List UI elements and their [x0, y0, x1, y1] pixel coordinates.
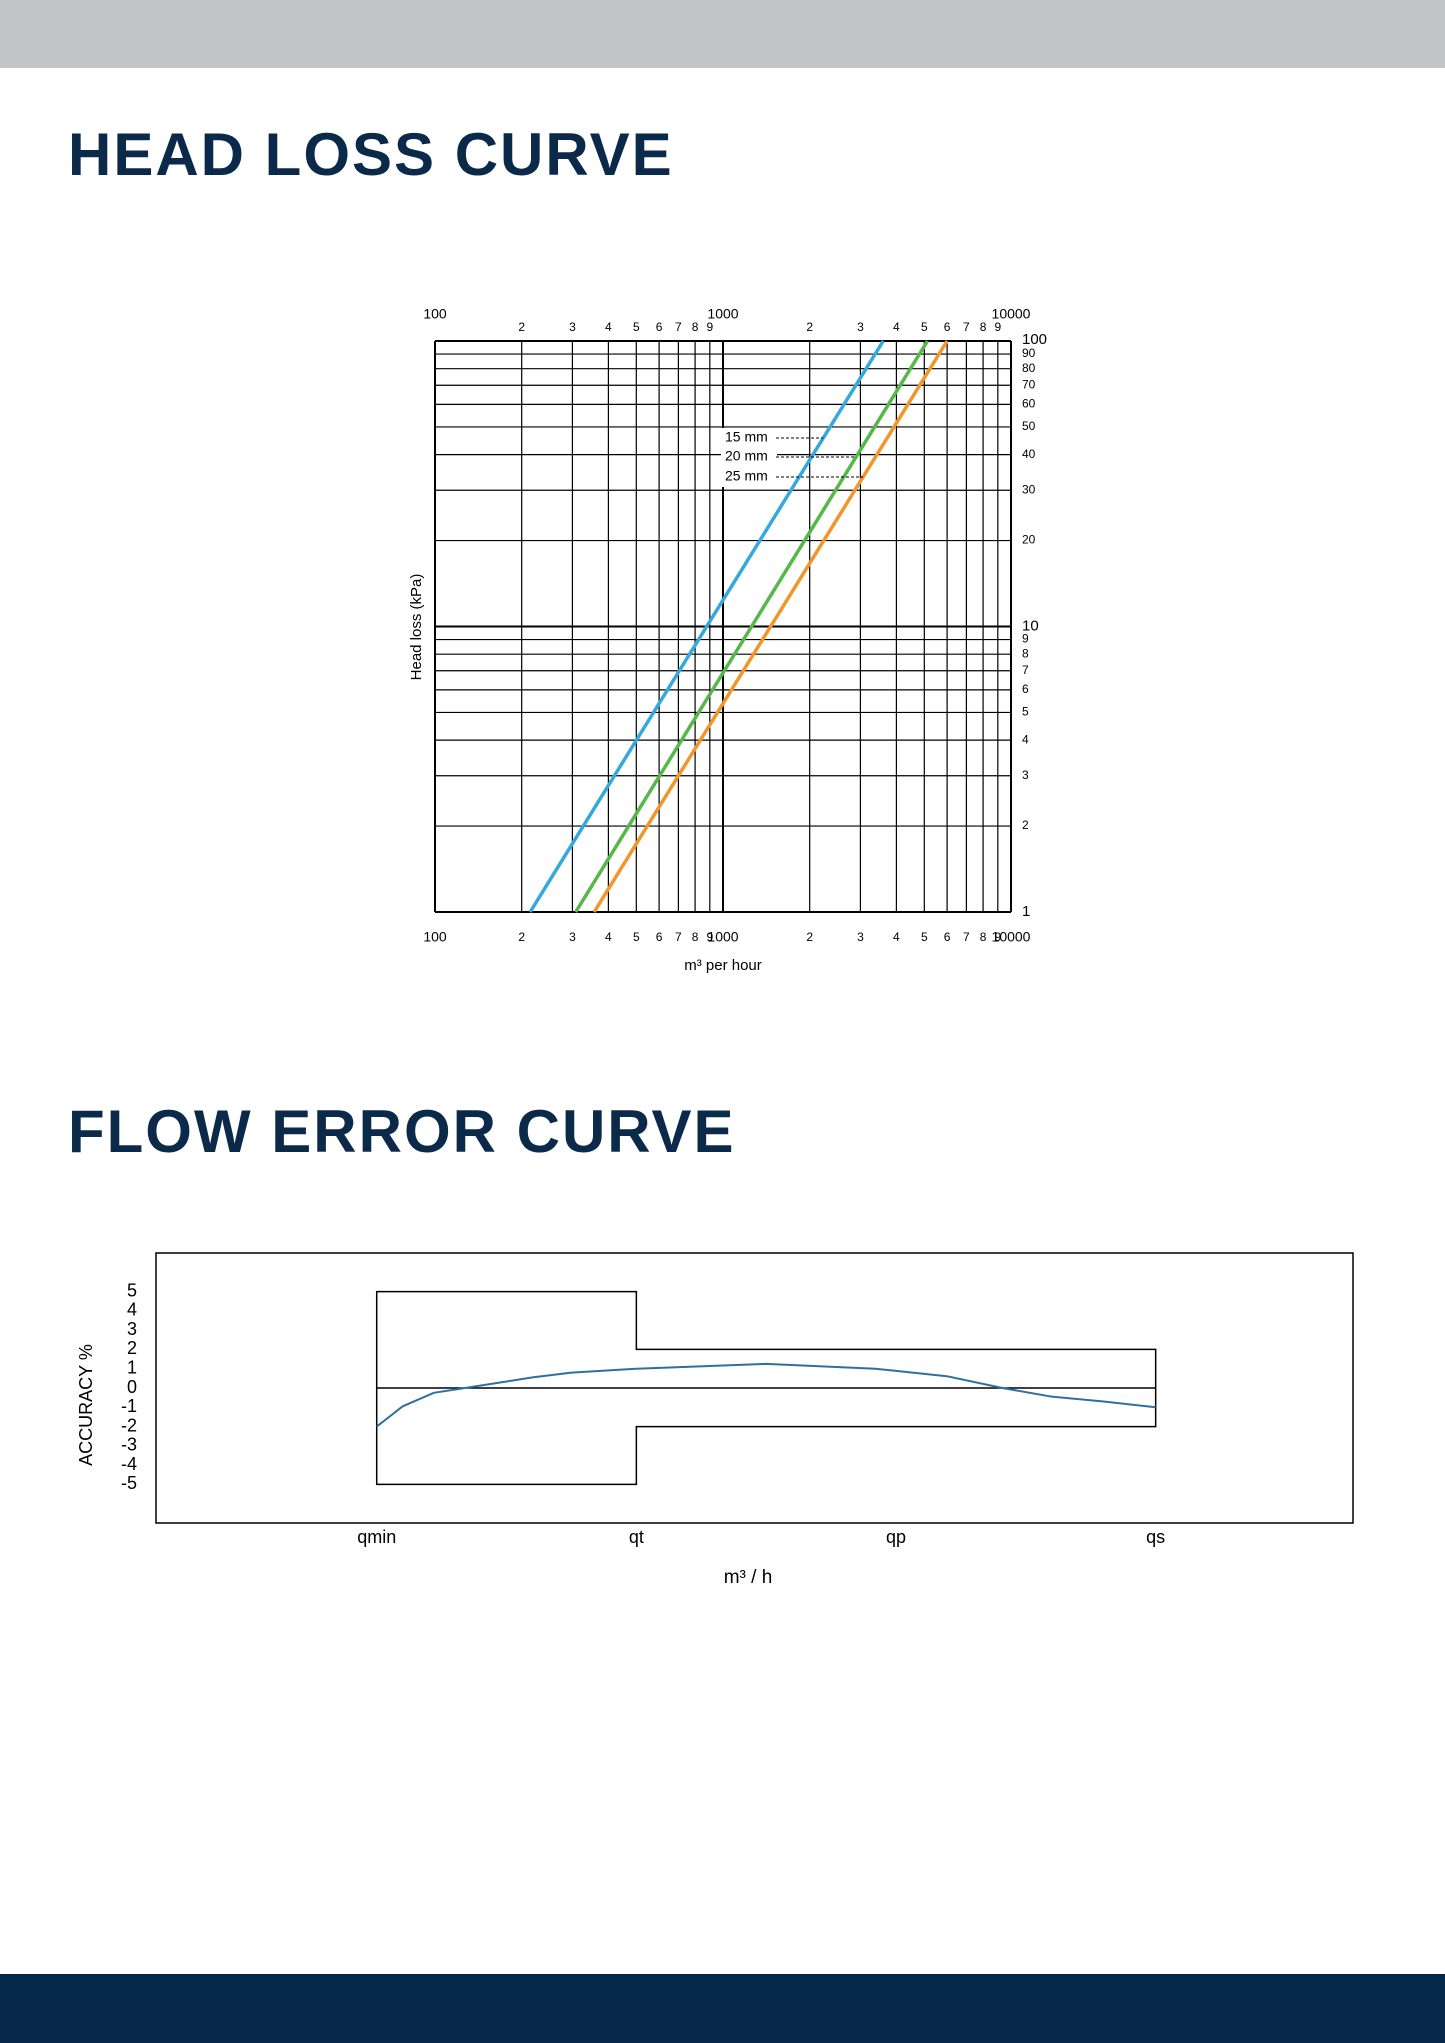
y-axis-label: ACCURACY %	[76, 1344, 96, 1466]
y-tick-label: 90	[1022, 346, 1036, 360]
y-tick-label: 6	[1022, 682, 1029, 696]
x-tick-label: 6	[656, 320, 663, 334]
x-tick-label: 7	[963, 930, 970, 944]
y-tick-label: 0	[127, 1377, 137, 1397]
x-tick-label: qp	[886, 1527, 906, 1547]
y-tick-label: 60	[1022, 397, 1036, 411]
y-tick-label: 7	[1022, 663, 1029, 677]
error-curve	[376, 1362, 1156, 1428]
x-tick-label: 100	[423, 306, 447, 322]
error-limit-envelope	[375, 1290, 1157, 1486]
legend-label: 25 mm	[725, 468, 768, 484]
y-tick-label: 3	[1022, 768, 1029, 782]
x-tick-label: 9	[706, 320, 713, 334]
plot-frame	[155, 1252, 1354, 1524]
y-tick-label: 9	[1022, 632, 1029, 646]
legend-label: 15 mm	[725, 429, 768, 445]
x-axis-label: m³ per hour	[684, 957, 762, 974]
x-tick-label: 2	[518, 930, 525, 944]
x-tick-label: 1000	[707, 306, 738, 322]
x-tick-label: 2	[518, 320, 525, 334]
y-tick-label: 2	[127, 1338, 137, 1358]
y-tick-label: -5	[121, 1473, 137, 1493]
x-tick-label: 3	[857, 930, 864, 944]
x-tick-label: qmin	[357, 1527, 396, 1547]
x-tick-label: 8	[692, 930, 699, 944]
y-tick-label: 3	[127, 1319, 137, 1339]
x-tick-label: 8	[980, 320, 987, 334]
legend-box	[721, 447, 777, 467]
y-tick-label: 40	[1022, 447, 1036, 461]
x-tick-label: 7	[675, 320, 682, 334]
x-tick-label: 4	[605, 320, 612, 334]
x-tick-label: 7	[963, 320, 970, 334]
y-tick-label: 10	[1022, 617, 1039, 634]
y-tick-label: -4	[121, 1454, 137, 1474]
x-tick-label: 7	[675, 930, 682, 944]
x-tick-label: 5	[921, 930, 928, 944]
y-tick-label: 5	[1022, 705, 1029, 719]
x-tick-label: 4	[893, 320, 900, 334]
y-tick-label: 80	[1022, 361, 1036, 375]
x-tick-label: 5	[633, 930, 640, 944]
x-tick-label: 2	[806, 320, 813, 334]
x-tick-label: 2	[806, 930, 813, 944]
legend-box	[721, 428, 777, 448]
x-tick-label: 6	[944, 320, 951, 334]
x-tick-label: 6	[944, 930, 951, 944]
x-tick-label: 3	[569, 320, 576, 334]
y-tick-label: 4	[127, 1300, 137, 1320]
y-tick-label: -3	[121, 1435, 137, 1455]
section-title: FLOW ERROR CURVE	[68, 1098, 736, 1165]
legend-label: 20 mm	[725, 448, 768, 464]
x-tick-label: 1000	[707, 929, 738, 945]
x-tick-label: 9	[994, 930, 1001, 944]
x-tick-label: 10000	[992, 306, 1031, 322]
x-tick-label: qt	[629, 1527, 644, 1547]
series-line	[592, 340, 949, 913]
y-tick-label: 5	[127, 1280, 137, 1300]
footer-band	[0, 1974, 1445, 2043]
series-line	[528, 340, 885, 913]
x-tick-label: 5	[921, 320, 928, 334]
legend-box	[721, 467, 777, 487]
x-axis-label: m³ / h	[724, 1567, 773, 1588]
y-tick-label: 1	[1022, 903, 1030, 920]
x-tick-label: 9	[706, 930, 713, 944]
x-tick-label: 5	[633, 320, 640, 334]
y-tick-label: 30	[1022, 482, 1036, 496]
y-tick-label: 4	[1022, 732, 1029, 746]
y-axis-label: Head loss (kPa)	[408, 574, 425, 681]
x-tick-label: 3	[569, 930, 576, 944]
y-tick-label: 20	[1022, 533, 1036, 547]
y-tick-label: 8	[1022, 646, 1029, 660]
x-tick-label: 3	[857, 320, 864, 334]
section-title: HEAD LOSS CURVE	[68, 121, 674, 188]
y-tick-label: 2	[1022, 818, 1029, 832]
x-tick-label: 9	[994, 320, 1001, 334]
y-tick-label: 70	[1022, 377, 1036, 391]
y-tick-label: 50	[1022, 419, 1036, 433]
y-tick-label: -1	[121, 1396, 137, 1416]
header-band	[0, 0, 1445, 68]
x-tick-label: 100	[423, 929, 447, 945]
x-tick-label: 4	[605, 930, 612, 944]
x-tick-label: qs	[1146, 1527, 1165, 1547]
x-tick-label: 6	[656, 930, 663, 944]
x-tick-label: 4	[893, 930, 900, 944]
x-tick-label: 10000	[992, 929, 1031, 945]
y-tick-label: 100	[1022, 331, 1047, 348]
x-tick-label: 8	[692, 320, 699, 334]
x-tick-label: 8	[980, 930, 987, 944]
series-line	[574, 340, 930, 913]
y-tick-label: -2	[121, 1415, 137, 1435]
y-tick-label: 1	[127, 1357, 137, 1377]
